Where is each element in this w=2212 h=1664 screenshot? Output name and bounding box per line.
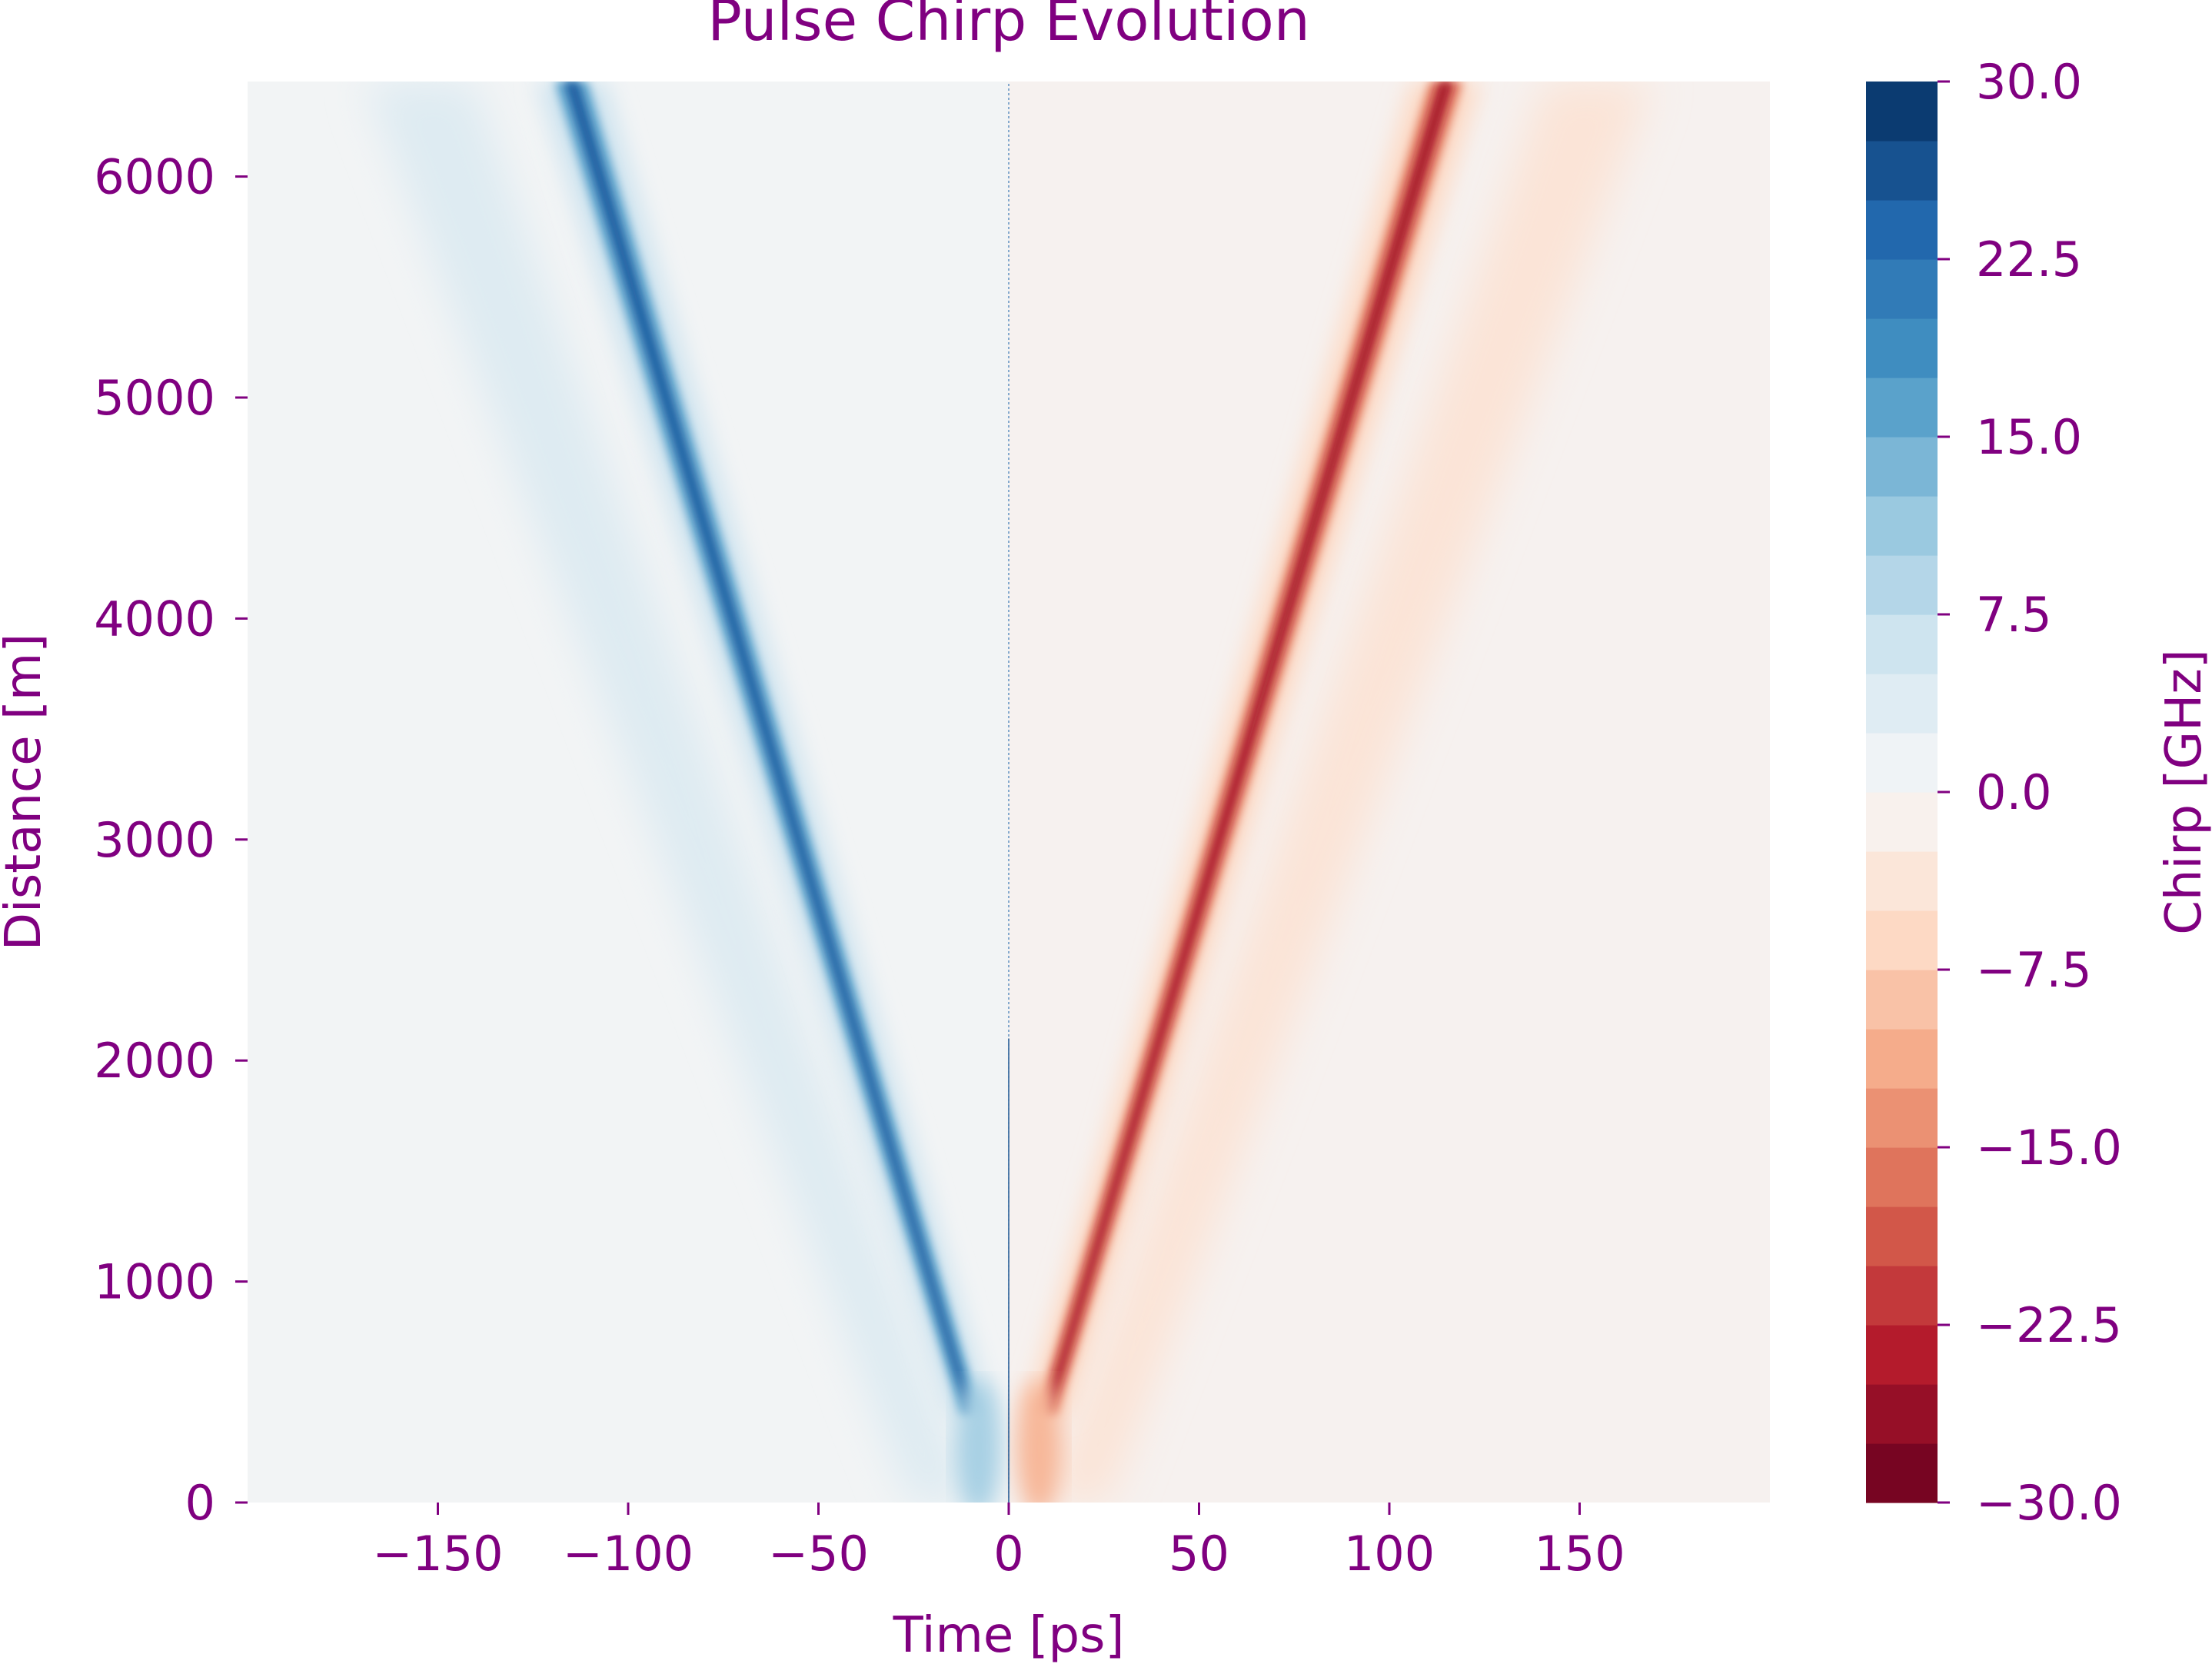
chart-title: Pulse Chirp Evolution [707, 0, 1309, 54]
colorbar-segment [1866, 851, 1938, 911]
plot-area [248, 82, 1770, 1503]
origin-blob-negative [1016, 1378, 1063, 1503]
x-tick-label: 0 [993, 1526, 1023, 1582]
secondary-lobe-positive-time [1046, 82, 1653, 1503]
colorbar-segment [1866, 1266, 1938, 1326]
y-tick-label: 3000 [94, 812, 215, 868]
x-tick-label: 150 [1534, 1526, 1625, 1582]
colorbar-segment [1866, 1206, 1938, 1266]
colorbar-tick-label: −30.0 [1976, 1475, 2122, 1531]
colorbar-segment [1866, 1088, 1938, 1148]
colorbar-segment [1866, 674, 1938, 734]
colorbar-tick-label: 22.5 [1976, 231, 2082, 288]
y-tick-label: 4000 [94, 591, 215, 647]
colorbar-tick-label: 0.0 [1976, 764, 2052, 820]
colorbar-segment [1866, 318, 1938, 378]
colorbar-segment [1866, 1443, 1938, 1503]
colorbar-segment [1866, 970, 1938, 1030]
y-tick-label: 1000 [94, 1254, 215, 1310]
origin-blob-positive [955, 1378, 1002, 1503]
x-tick-label: −100 [563, 1526, 694, 1582]
y-tick-label: 6000 [94, 149, 215, 205]
y-tick-label: 5000 [94, 370, 215, 426]
x-tick-label: −150 [372, 1526, 503, 1582]
colorbar-segment [1866, 1147, 1938, 1207]
main-branch-core-negative-time [564, 82, 975, 1415]
y-tick-label: 0 [185, 1475, 215, 1531]
y-axis-label: Distance [m] [0, 634, 52, 950]
colorbar-tick-label: 7.5 [1976, 587, 2052, 643]
colorbar-segment [1866, 259, 1938, 319]
colorbar-segment [1866, 200, 1938, 260]
axes: −150 −100 −50 0 50 100 150 0 1000 2000 3000 4000 500… [94, 149, 1625, 1582]
colorbar-segment [1866, 437, 1938, 497]
colorbar-tick-label: 30.0 [1976, 54, 2082, 110]
x-axis-label: Time [ps] [893, 1607, 1125, 1664]
chirp-field [364, 82, 1653, 1503]
colorbar: 30.0 22.5 15.0 7.5 0.0 −7.5 −15.0 −22.5 −30.0 [1866, 54, 2122, 1531]
main-branch-core-positive-time [1043, 82, 1454, 1415]
colorbar-segment [1866, 496, 1938, 556]
colorbar-segment [1866, 910, 1938, 970]
x-tick-label: 100 [1344, 1526, 1435, 1582]
colorbar-segment [1866, 792, 1938, 852]
colorbar-segment [1866, 1029, 1938, 1089]
colorbar-label: Chirp [GHz] [2156, 649, 2212, 935]
colorbar-tick-label: −22.5 [1976, 1297, 2122, 1353]
y-tick-label: 2000 [94, 1033, 215, 1089]
colorbar-segment [1866, 141, 1938, 201]
colorbar-tick-label: −15.0 [1976, 1120, 2122, 1176]
colorbar-segment [1866, 733, 1938, 793]
colorbar-segment [1866, 614, 1938, 674]
colorbar-segment [1866, 555, 1938, 615]
colorbar-segment [1866, 1325, 1938, 1385]
colorbar-tick-label: −7.5 [1976, 942, 2092, 998]
colorbar-segment [1866, 1384, 1938, 1444]
secondary-lobe-negative-time [364, 82, 971, 1503]
x-tick-label: −50 [768, 1526, 869, 1582]
colorbar-tick-label: 15.0 [1976, 409, 2082, 465]
colorbar-segment [1866, 378, 1938, 438]
x-tick-label: 50 [1169, 1526, 1229, 1582]
colorbar-segment [1866, 82, 1938, 141]
